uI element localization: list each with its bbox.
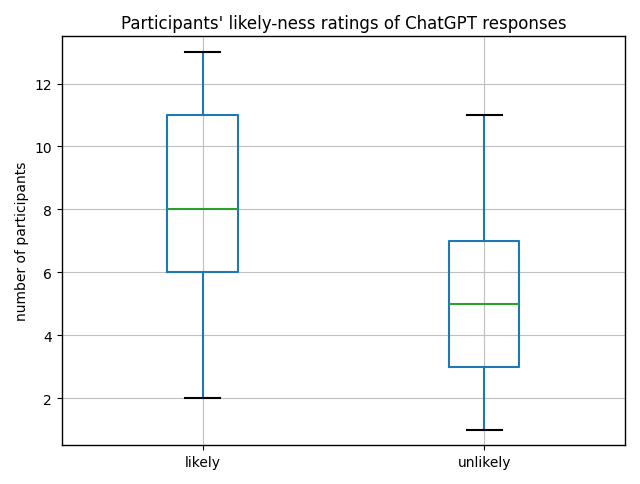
Title: Participants' likely-ness ratings of ChatGPT responses: Participants' likely-ness ratings of Cha… bbox=[120, 15, 566, 33]
Y-axis label: number of participants: number of participants bbox=[15, 162, 29, 321]
